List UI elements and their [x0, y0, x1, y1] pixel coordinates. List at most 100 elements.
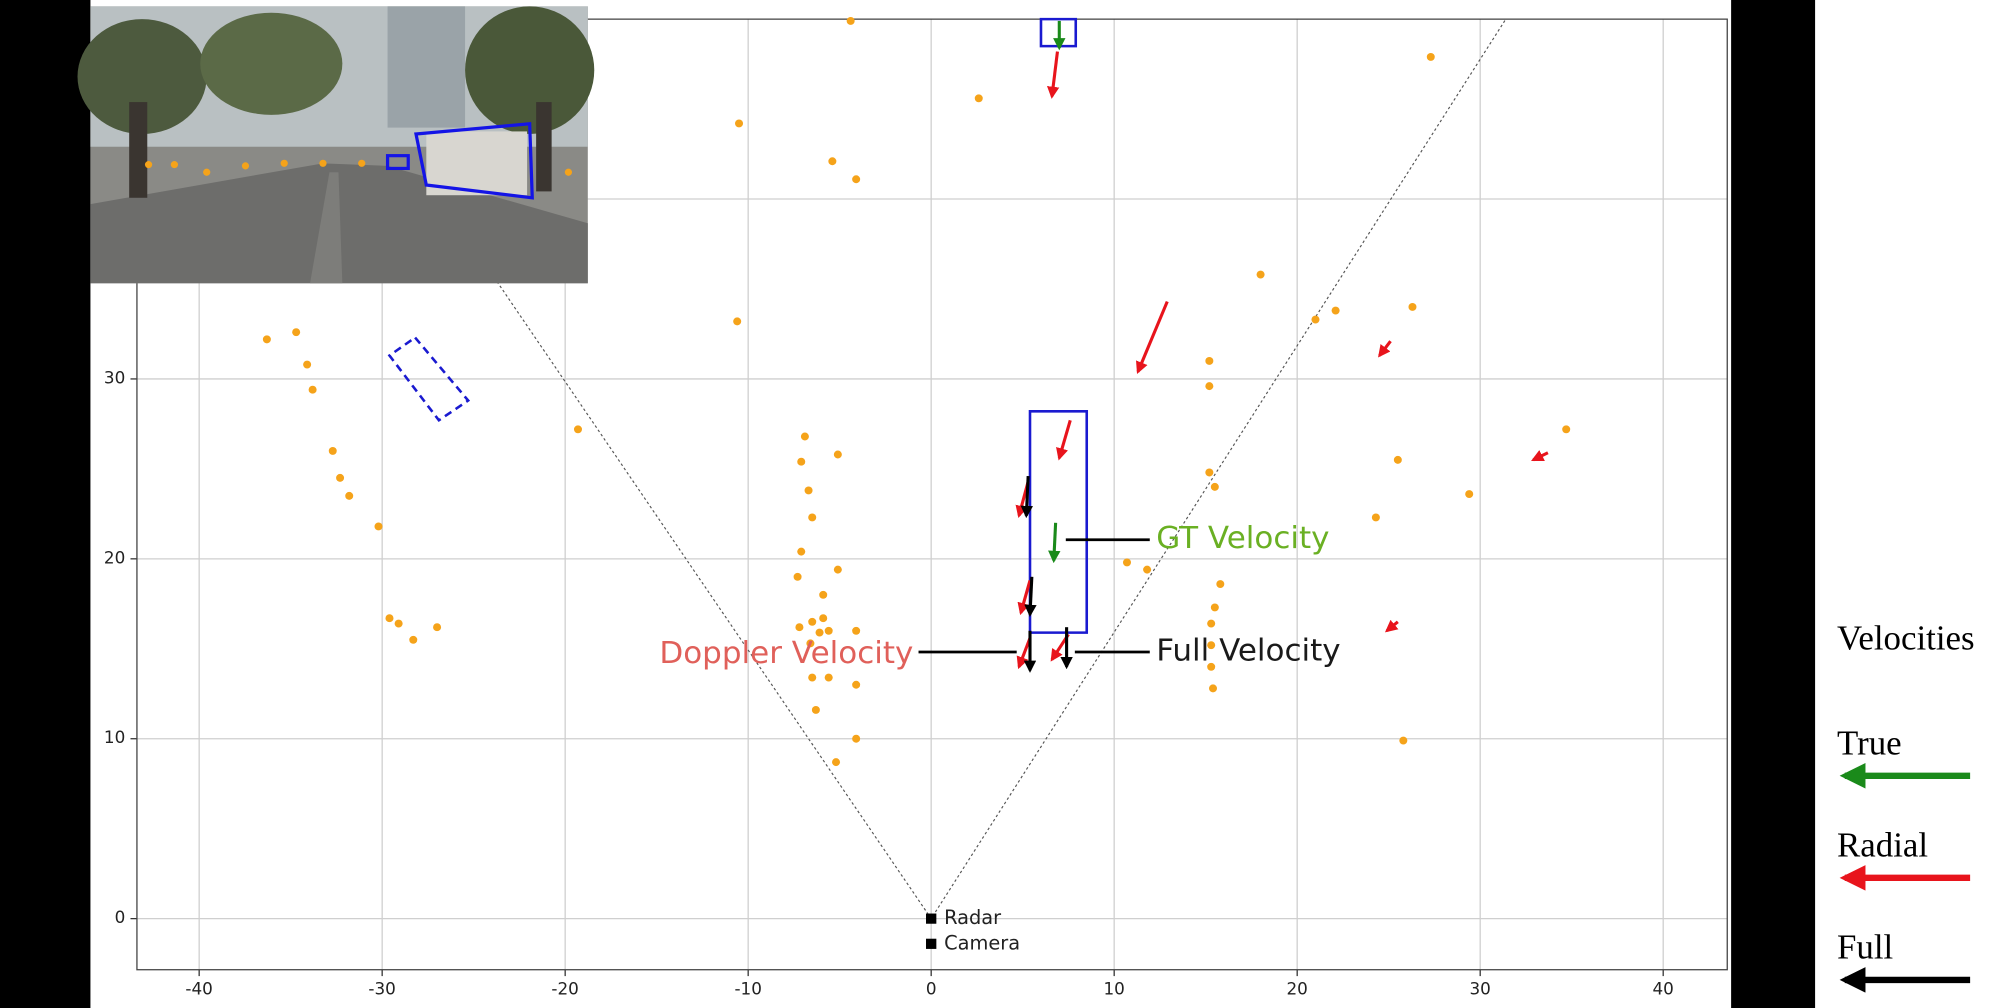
legend-label: Radial	[1837, 827, 1928, 865]
photo-box	[414, 122, 534, 200]
radar-point	[409, 635, 418, 644]
radar-point	[833, 565, 842, 574]
y-tick-label: 20	[104, 548, 125, 567]
radar-point	[328, 446, 337, 455]
velocity-arrow	[1136, 300, 1169, 375]
radar-point	[793, 572, 802, 581]
velocity-arrow	[1017, 580, 1032, 616]
x-tick-label: 30	[1470, 980, 1491, 999]
radar-point	[1465, 490, 1474, 499]
radar-point	[308, 385, 317, 394]
x-tick-label: -30	[368, 980, 395, 999]
radar-point	[797, 457, 806, 466]
radar-point	[852, 175, 861, 184]
radar-point	[1207, 662, 1216, 671]
radar-point	[1207, 641, 1216, 650]
radar-point	[336, 473, 345, 482]
legend-label: Full	[1837, 929, 1893, 967]
velocity-arrow	[1384, 619, 1399, 633]
radar-point	[1408, 303, 1417, 311]
radar-point	[1399, 736, 1408, 745]
radar-point	[433, 623, 442, 632]
photo-building	[387, 6, 466, 128]
radar-point	[797, 547, 806, 556]
velocity-arrow	[1531, 450, 1549, 462]
y-tick-label: 10	[104, 728, 125, 747]
x-tick-label: 20	[1287, 980, 1308, 999]
radar-point	[811, 705, 820, 714]
radar-point	[1331, 306, 1340, 315]
radar-point	[824, 626, 833, 635]
photo-point	[319, 159, 327, 167]
radar-point	[1210, 482, 1219, 491]
plot-frame	[136, 18, 1728, 971]
radar-point	[806, 639, 815, 648]
photo-point	[144, 161, 153, 169]
radar-point	[808, 617, 817, 626]
black-band	[1731, 0, 1816, 1008]
photo-tree	[465, 6, 595, 134]
radar-point	[733, 317, 742, 326]
radar-point	[808, 513, 817, 522]
radar-point	[735, 119, 744, 128]
radar-point	[852, 680, 861, 689]
photo-box	[385, 154, 410, 171]
legend-label: True	[1837, 725, 1902, 763]
photo-lane	[310, 172, 343, 284]
velocity-arrow	[1046, 51, 1060, 99]
sensor-marker	[926, 913, 937, 924]
photo-points	[144, 159, 573, 176]
radar-point	[1393, 455, 1402, 464]
radar-point	[974, 94, 983, 103]
x-tick-label: -10	[734, 980, 761, 999]
sensor-label: Radar	[944, 906, 1001, 929]
radar-point	[262, 335, 271, 344]
velocity-arrow	[1056, 419, 1072, 461]
radar-point	[804, 486, 813, 495]
velocity-arrow	[1048, 522, 1061, 564]
camera-inset	[77, 6, 595, 284]
radar-point	[345, 491, 354, 500]
radar-point	[828, 157, 837, 166]
velocity-arrow	[1016, 637, 1032, 670]
photo-trunk	[129, 102, 148, 198]
velocity-arrow	[1024, 576, 1037, 618]
radar-point	[292, 328, 301, 337]
annotation: Doppler Velocity	[659, 635, 913, 671]
photo-trunk	[536, 102, 552, 192]
radar-point	[819, 590, 828, 599]
y-tick-label: 30	[104, 369, 125, 388]
radar-point	[800, 432, 809, 441]
radar-point	[852, 626, 861, 635]
y-tick-label: 0	[115, 908, 126, 927]
black-band	[0, 0, 91, 1008]
velocity-arrow	[1020, 476, 1033, 519]
radar-point	[1143, 565, 1152, 574]
annotation: Full Velocity	[1156, 633, 1340, 669]
sensor-marker	[926, 938, 937, 949]
radar-point	[1216, 580, 1225, 588]
legend-title: Velocities	[1837, 620, 1975, 658]
photo-point	[241, 162, 250, 170]
photo-point	[280, 159, 288, 167]
radar-point	[808, 673, 817, 682]
radar-point	[833, 450, 842, 459]
radar-point	[1210, 603, 1219, 612]
radar-point	[303, 360, 312, 369]
photo-point	[564, 168, 573, 176]
radar-point	[852, 734, 861, 743]
legend: Velocities True Radial Full	[1837, 620, 1975, 993]
bounding-box	[387, 335, 471, 423]
radar-point	[1205, 382, 1214, 391]
x-tick-label: -40	[185, 980, 212, 999]
x-tick-label: 10	[1103, 980, 1124, 999]
x-tick-label: -20	[551, 980, 578, 999]
radar-point	[1371, 513, 1380, 522]
radar-point	[1311, 315, 1320, 324]
sensor-label: Camera	[944, 931, 1020, 954]
radar-point	[1207, 619, 1216, 628]
radar-point	[832, 758, 841, 767]
leader-lines	[918, 538, 1150, 654]
photo-point	[358, 159, 366, 167]
